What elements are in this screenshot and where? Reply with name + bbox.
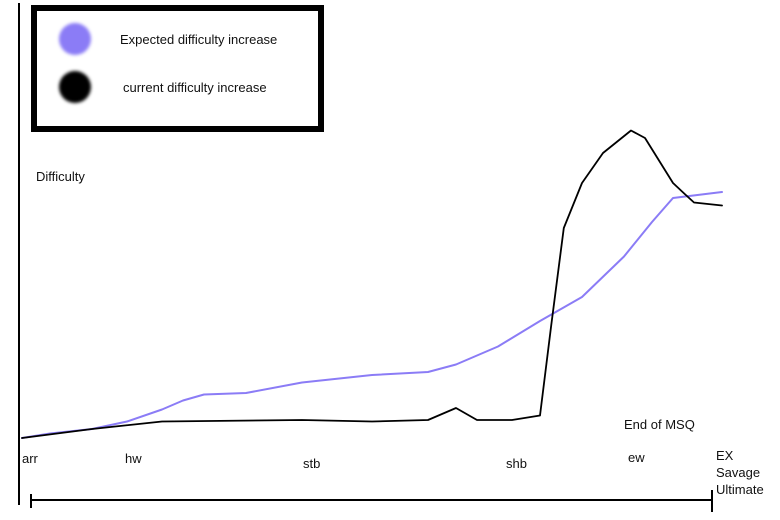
legend-label-expected: Expected difficulty increase	[120, 31, 278, 47]
legend: Expected difficulty increase current dif…	[31, 5, 324, 132]
x-tick-label: arr	[22, 451, 38, 466]
x-tick-label: hw	[125, 451, 142, 466]
x-tick-label: ew	[628, 450, 645, 465]
series-layer	[21, 129, 723, 439]
series-line-current	[21, 129, 723, 439]
x-tick-label: shb	[506, 456, 527, 471]
y-axis-label: Difficulty	[36, 169, 85, 184]
series-line-expected	[21, 191, 723, 439]
legend-swatch-current	[59, 71, 91, 103]
legend-swatch-expected	[59, 23, 91, 55]
legend-item-expected: Expected difficulty increase	[59, 23, 277, 55]
legend-label-current: current difficulty increase	[123, 79, 267, 95]
x-tick-label: stb	[303, 456, 321, 471]
annotation-end-of-msq: End of MSQ	[624, 417, 695, 432]
x-tick-label: EX Savage Ultimate	[716, 448, 764, 497]
legend-item-current: current difficulty increase	[59, 71, 267, 103]
